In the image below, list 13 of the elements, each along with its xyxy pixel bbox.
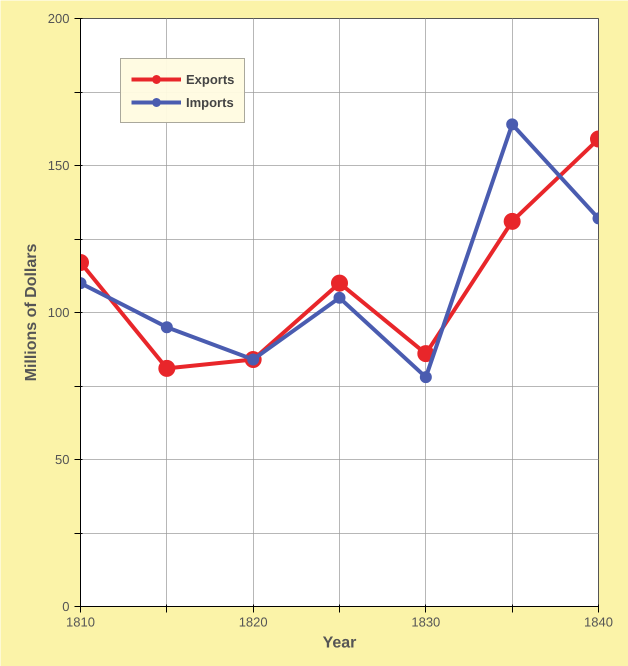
y-tick-label: 50 xyxy=(55,452,70,467)
y-tick-label: 100 xyxy=(48,305,70,320)
y-tick-label: 0 xyxy=(62,599,70,614)
x-tick-label: 1840 xyxy=(584,614,613,630)
y-tick-label: 200 xyxy=(48,11,70,26)
y-tick-label: 150 xyxy=(48,158,70,173)
x-tick-label: 1820 xyxy=(238,614,268,630)
x-axis-title: Year xyxy=(322,634,356,652)
legend-label: Exports xyxy=(186,72,234,86)
legend-label: Imports xyxy=(186,94,234,110)
x-tick-label: 1810 xyxy=(66,614,95,630)
y-axis-title: Millions of Dollars xyxy=(22,244,40,382)
x-tick-label: 1830 xyxy=(411,614,440,630)
